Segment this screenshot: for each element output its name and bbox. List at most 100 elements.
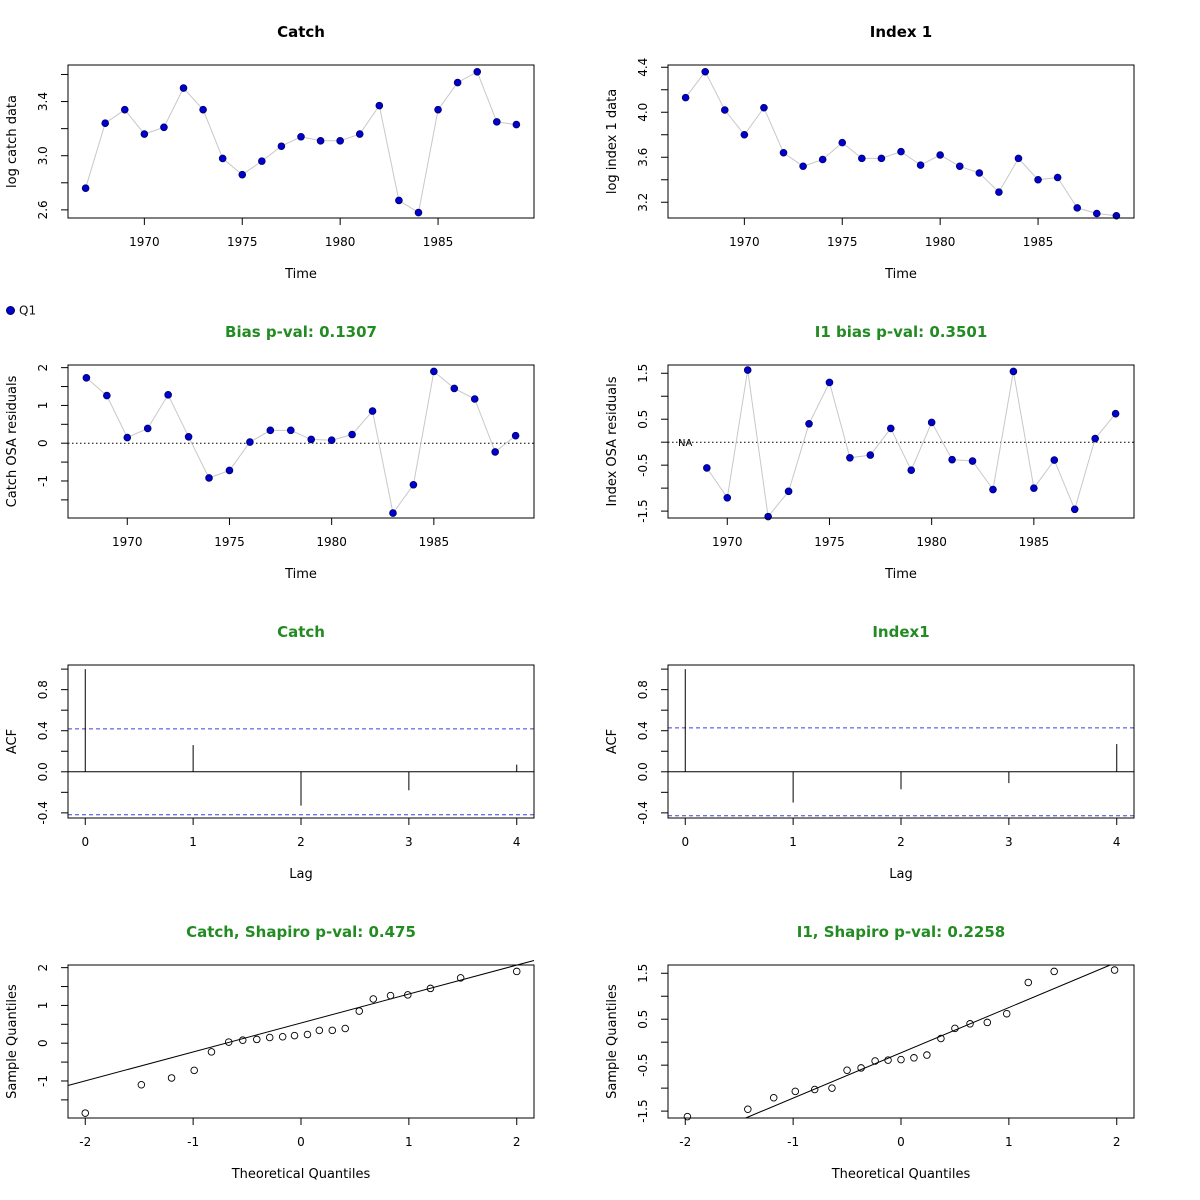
x-tick-label: 1985 [1019,535,1050,549]
y-tick-label: 1.5 [636,964,650,983]
series-line [706,370,1116,518]
qq-point [1110,966,1119,974]
qq-point [426,984,435,993]
data-point [430,367,438,376]
x-tick-label: 0 [297,1135,305,1149]
y-tick-label: 0.5 [636,1010,650,1029]
chart-title: I1 bias p-val: 0.3501 [815,323,988,341]
data-point [101,119,110,128]
x-tick-label: 1985 [1023,235,1054,249]
y-tick-label: 2.6 [36,200,50,219]
data-point [258,157,266,165]
data-point [409,480,418,489]
y-tick-label: 1 [36,1002,50,1010]
data-point [1070,505,1079,514]
x-tick-label: 4 [1113,835,1121,849]
series-line [85,71,517,214]
qq-point [303,1030,312,1039]
data-point [199,105,207,114]
y-tick-label: 3.0 [36,146,50,165]
data-point [1091,434,1099,443]
data-point [414,208,423,217]
series-line [86,370,516,515]
x-tick-label: 2 [1113,1135,1121,1149]
data-point [955,162,964,171]
y-tick-label: 0.8 [36,680,50,699]
data-point [720,106,729,114]
y-tick-label: -1 [36,475,50,487]
x-tick-label: 0 [81,835,89,849]
data-point [286,426,295,435]
data-point [512,120,521,129]
qq-point [290,1031,299,1040]
x-tick-label: 2 [897,835,905,849]
qq-point [1002,1009,1011,1018]
data-point [818,155,827,164]
qq-point [923,1051,931,1059]
data-point [184,432,193,441]
panel-1: Catch Time log catch data 1970 1975 1980 1985 2… [5,23,535,282]
qq-point [769,1094,778,1102]
data-point [470,395,479,403]
data-point [1050,456,1059,464]
data-point [103,391,111,400]
data-point [858,154,866,163]
qq-point [81,1109,90,1117]
qq-point [238,1036,247,1044]
data-point [743,366,752,374]
panel-4: I1 bias p-val: 0.3501 Time Index OSA resid… [605,323,1135,582]
data-point [877,154,886,163]
chart-title: Catch [277,23,325,41]
data-point [453,78,462,87]
x-axis-label: Time [284,267,317,282]
data-point [927,418,936,427]
qq-point [315,1026,324,1035]
data-point [779,148,788,157]
data-point [1009,367,1018,376]
qq-point [207,1048,216,1056]
data-point [916,161,925,169]
data-point [491,448,499,456]
x-axis-label: Lag [889,867,912,882]
data-point [681,93,690,102]
data-point [179,84,188,92]
qq-point [265,1033,274,1042]
data-point [434,105,442,114]
x-tick-label: 1970 [729,235,760,249]
qq-point [683,1112,692,1121]
data-point [205,474,213,482]
qq-point [937,1034,945,1043]
qq-point [983,1018,992,1027]
x-tick-label: 1970 [112,535,143,549]
y-tick-label: 4.0 [636,103,650,122]
qq-point [884,1056,892,1064]
x-tick-label: 1975 [214,535,245,549]
data-point [723,493,732,502]
qq-point [910,1054,918,1062]
y-tick-label: 1 [36,402,50,410]
qq-point [1024,978,1033,987]
plot-frame [667,64,1135,219]
y-tick-label: -0.5 [636,1053,650,1076]
data-point [492,118,501,126]
data-point [511,431,520,440]
x-tick-label: -2 [679,1135,691,1149]
x-tick-label: -2 [79,1135,91,1149]
qq-point [253,1035,261,1044]
data-point [246,438,254,446]
x-tick-label: 1 [1005,1135,1013,1149]
x-tick-label: 0 [681,835,689,849]
data-point [1092,209,1101,218]
x-tick-label: 1985 [423,235,454,249]
legend-marker-icon [6,306,15,315]
qq-reference-line [745,964,1111,1119]
x-tick-label: 1980 [316,535,347,549]
data-point [846,454,854,462]
qq-point [137,1081,146,1089]
qq-point [512,967,521,976]
y-axis-label: log catch data [5,95,20,188]
data-point [703,464,711,472]
chart-title: Index1 [872,623,929,641]
y-axis-label: ACF [605,729,620,754]
data-point [1030,484,1038,492]
